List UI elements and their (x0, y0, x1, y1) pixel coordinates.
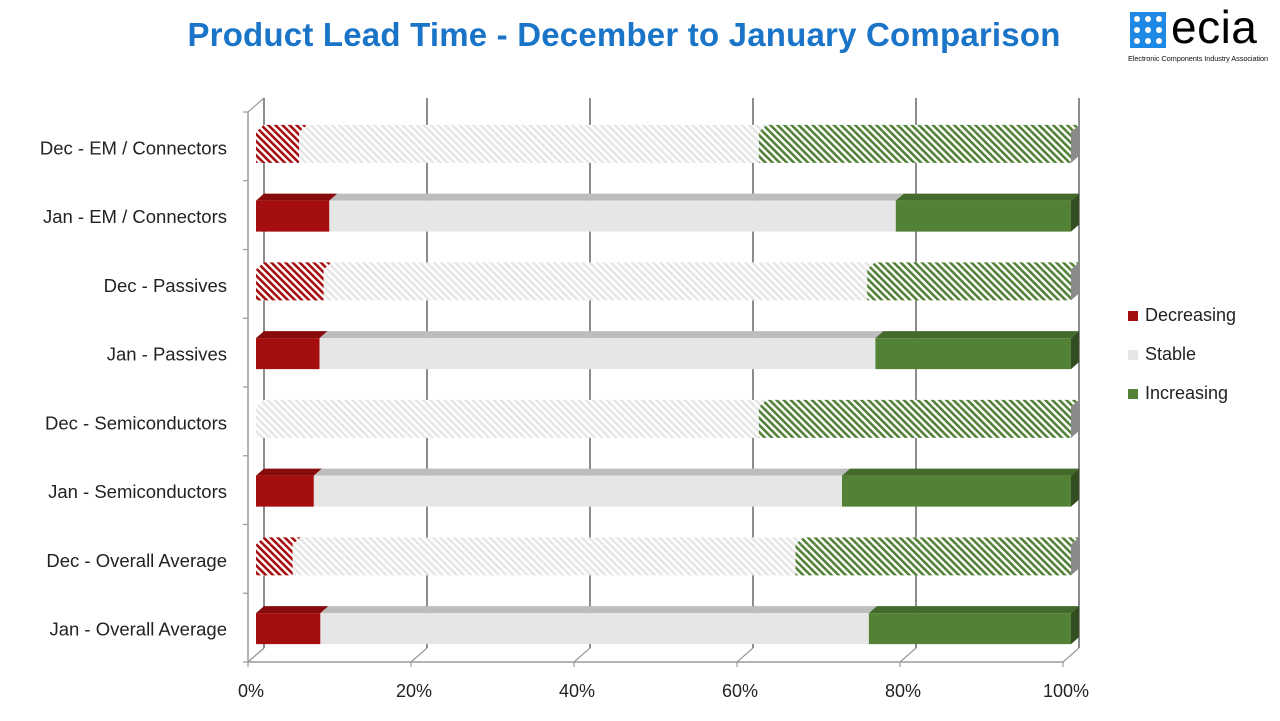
bar-top (256, 331, 328, 339)
legend-label: Increasing (1145, 383, 1229, 403)
bar-end-cap (1071, 399, 1079, 438)
grid-floor-line (736, 647, 754, 663)
bar-segment (323, 269, 868, 301)
bar-top (313, 468, 850, 476)
bar-segment (895, 200, 1071, 232)
bar-segment (256, 338, 320, 370)
grid-floor-line (247, 647, 265, 663)
bar-top (841, 468, 1079, 476)
legend-label: Decreasing (1145, 305, 1237, 325)
bar-end-cap (1071, 606, 1079, 645)
chart-title: Product Lead Time - December to January … (187, 16, 1061, 53)
grid-floor-line (899, 647, 917, 663)
x-tick-label: 60% (722, 681, 758, 701)
bar-segment (758, 406, 1071, 438)
bar-segment (256, 200, 330, 232)
bar-segment (868, 613, 1071, 645)
x-tick-label: 0% (238, 681, 264, 701)
y-category-label: Dec - Semiconductors (45, 412, 227, 433)
bar-top (256, 399, 767, 407)
x-tick-label: 80% (885, 681, 921, 701)
bar-end-cap (1071, 468, 1079, 507)
legend-swatch (1128, 311, 1138, 321)
chart-labels: 0% 20% 40% 60% 80% 100% Dec - EM / Connectors J… (40, 137, 1089, 701)
grid-floor-line (1062, 647, 1080, 663)
bar-top (329, 193, 904, 201)
y-category-label: Jan - Passives (107, 344, 227, 365)
bar-end-cap (1071, 262, 1079, 301)
grid-floor-line (573, 647, 591, 663)
bar-top (323, 262, 876, 270)
y-category-label: Dec - Overall Average (46, 550, 227, 571)
bar-top (319, 331, 884, 339)
bar-segment (256, 269, 324, 301)
bar-top (292, 537, 804, 545)
grid-floor-line (410, 647, 428, 663)
logo-tagline: Electronic Components Industry Associati… (1128, 54, 1268, 63)
chart-bars (256, 124, 1079, 645)
bar-segment (329, 200, 896, 232)
bar-segment (256, 613, 321, 645)
legend-swatch (1128, 350, 1138, 360)
bar-top (867, 262, 1079, 270)
bar-end-cap (1071, 193, 1079, 232)
bar-segment (758, 131, 1071, 163)
bar-segment (867, 269, 1071, 301)
bar-top (299, 124, 767, 132)
bar-top (895, 193, 1079, 201)
chart-grid (243, 97, 1080, 667)
ecia-dot-grid-icon (1130, 12, 1166, 48)
bar-top (868, 606, 1079, 614)
y-category-label: Jan - EM / Connectors (43, 206, 227, 227)
bar-segment (256, 131, 300, 163)
y-category-label: Jan - Overall Average (49, 619, 227, 640)
legend-label: Stable (1145, 344, 1197, 364)
bar-segment (875, 338, 1071, 370)
bar-top (256, 537, 301, 545)
bar-segment (320, 613, 869, 645)
bar-segment (795, 544, 1071, 576)
bar-top (320, 606, 877, 614)
bar-segment (313, 475, 842, 507)
ecia-logo: ecia Electronic Components Industry Asso… (1128, 1, 1274, 68)
bar-segment (256, 475, 314, 507)
bar-top (256, 124, 308, 132)
y-category-label: Dec - EM / Connectors (40, 137, 227, 158)
bar-segment (299, 131, 759, 163)
y-category-label: Jan - Semiconductors (48, 481, 227, 502)
legend-swatch (1128, 389, 1138, 399)
bar-top (875, 331, 1079, 339)
bar-top (256, 468, 322, 476)
bar-top (256, 606, 329, 614)
bar-end-cap (1071, 124, 1079, 163)
bar-top (256, 262, 332, 270)
y-category-label: Dec - Passives (104, 275, 227, 296)
x-tick-label: 20% (396, 681, 432, 701)
bar-top (795, 537, 1079, 545)
wall-edge (247, 97, 265, 113)
bar-end-cap (1071, 331, 1079, 370)
bar-segment (256, 406, 759, 438)
bar-segment (256, 544, 293, 576)
bar-end-cap (1071, 537, 1079, 576)
logo-wordmark: ecia (1171, 1, 1258, 53)
bar-segment (319, 338, 876, 370)
x-tick-label: 40% (559, 681, 595, 701)
bar-top (758, 399, 1079, 407)
bar-top (256, 193, 338, 201)
bar-segment (841, 475, 1071, 507)
x-tick-label: 100% (1043, 681, 1089, 701)
bar-segment (292, 544, 796, 576)
bar-top (758, 124, 1079, 132)
